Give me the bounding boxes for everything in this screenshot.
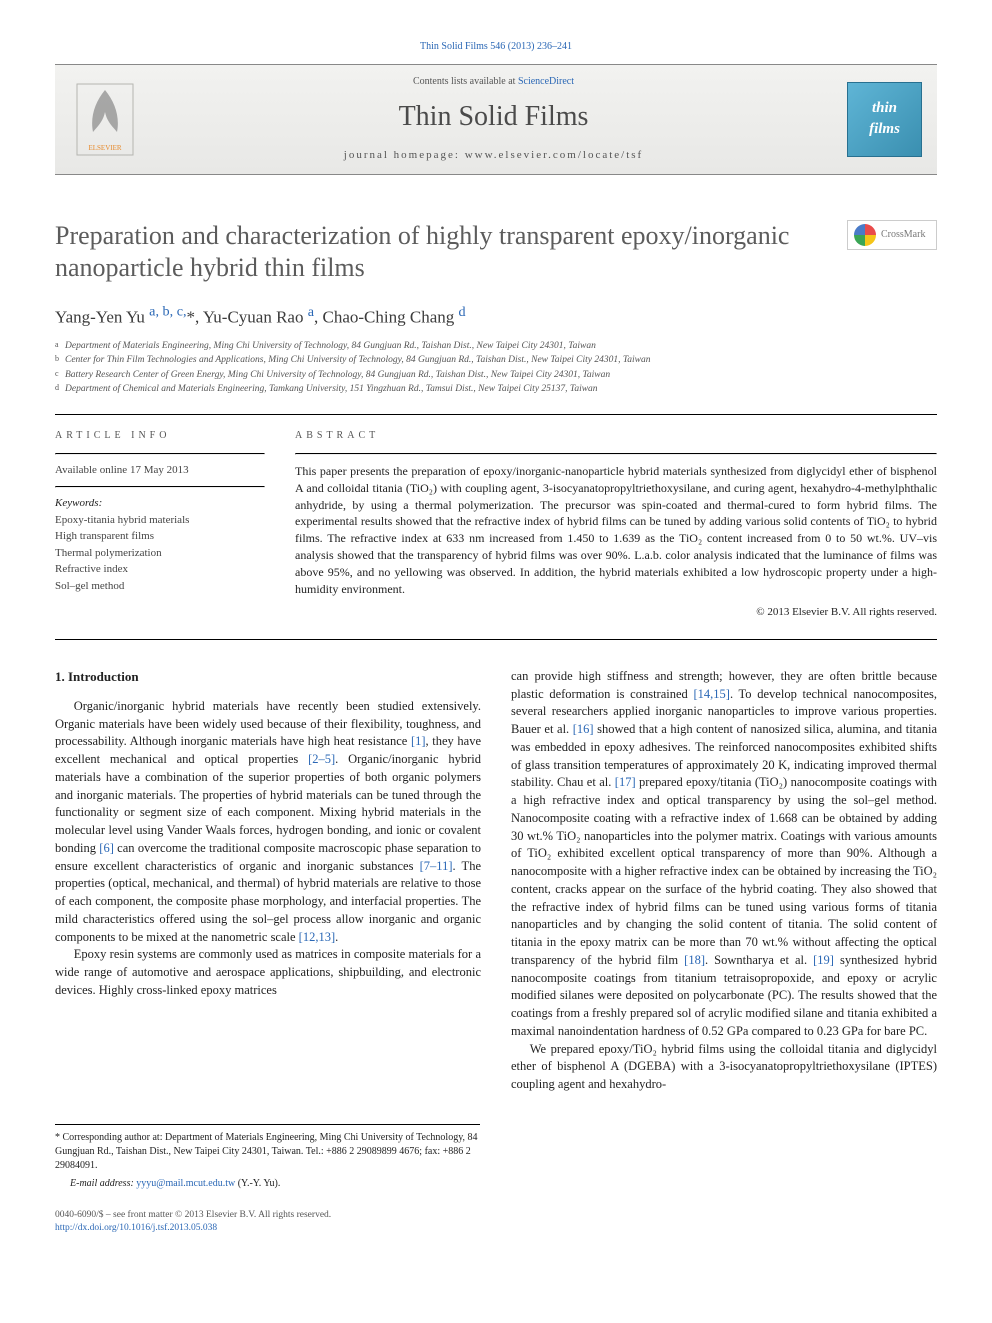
body-paragraph: can provide high stiffness and strength;…	[511, 668, 937, 1041]
authors-line: Yang-Yen Yu a, b, c,*, Yu-Cyuan Rao a, C…	[55, 303, 937, 329]
article-info-column: article info Available online 17 May 201…	[55, 429, 265, 621]
keyword: Refractive index	[55, 561, 265, 578]
corresponding-author-note: * Corresponding author at: Department of…	[55, 1131, 480, 1173]
journal-header: ELSEVIER Contents lists available at Sci…	[55, 64, 937, 175]
keywords-label: Keywords:	[55, 496, 265, 511]
footnotes: * Corresponding author at: Department of…	[55, 1124, 480, 1191]
article-title: Preparation and characterization of high…	[55, 220, 827, 285]
divider	[55, 639, 937, 640]
journal-cover-icon: thin films	[847, 82, 922, 157]
svg-text:ELSEVIER: ELSEVIER	[88, 144, 121, 152]
contents-lists-line: Contents lists available at ScienceDirec…	[140, 75, 847, 89]
abstract-column: abstract This paper presents the prepara…	[295, 429, 937, 621]
right-column: can provide high stiffness and strength;…	[511, 668, 937, 1094]
left-column: 1. Introduction Organic/inorganic hybrid…	[55, 668, 481, 1094]
footer-copyright: 0040-6090/$ – see front matter © 2013 El…	[55, 1209, 937, 1222]
affiliation-row: cBattery Research Center of Green Energy…	[55, 368, 937, 382]
crossmark-icon	[854, 224, 876, 246]
keyword: Epoxy-titania hybrid materials	[55, 512, 265, 529]
sciencedirect-link[interactable]: ScienceDirect	[518, 76, 574, 87]
keywords-list: Epoxy-titania hybrid materialsHigh trans…	[55, 512, 265, 595]
keyword: Sol–gel method	[55, 578, 265, 595]
article-info-header: article info	[55, 429, 265, 443]
body-columns: 1. Introduction Organic/inorganic hybrid…	[55, 668, 937, 1094]
body-paragraph: We prepared epoxy/TiO₂ hybrid films usin…	[511, 1041, 937, 1094]
email-link[interactable]: yyyu@mail.mcut.edu.tw	[136, 1178, 235, 1189]
journal-homepage: journal homepage: www.elsevier.com/locat…	[140, 148, 847, 163]
journal-name: Thin Solid Films	[140, 97, 847, 136]
affiliation-row: dDepartment of Chemical and Materials En…	[55, 382, 937, 396]
crossmark-badge[interactable]: CrossMark	[847, 220, 937, 250]
abstract-copyright: © 2013 Elsevier B.V. All rights reserved…	[295, 605, 937, 620]
section-heading: 1. Introduction	[55, 668, 481, 686]
homepage-url[interactable]: www.elsevier.com/locate/tsf	[465, 149, 644, 161]
affiliations: aDepartment of Materials Engineering, Mi…	[55, 339, 937, 396]
elsevier-logo-icon: ELSEVIER	[70, 79, 140, 159]
top-citation: Thin Solid Films 546 (2013) 236–241	[55, 40, 937, 54]
abstract-header: abstract	[295, 429, 937, 443]
divider	[55, 414, 937, 415]
email-line: E-mail address: yyyu@mail.mcut.edu.tw (Y…	[55, 1177, 480, 1191]
body-paragraph: Epoxy resin systems are commonly used as…	[55, 946, 481, 999]
affiliation-row: bCenter for Thin Film Technologies and A…	[55, 353, 937, 367]
doi-link[interactable]: http://dx.doi.org/10.1016/j.tsf.2013.05.…	[55, 1223, 217, 1233]
affiliation-row: aDepartment of Materials Engineering, Mi…	[55, 339, 937, 353]
body-paragraph: Organic/inorganic hybrid materials have …	[55, 698, 481, 947]
top-citation-link[interactable]: Thin Solid Films 546 (2013) 236–241	[420, 41, 572, 52]
abstract-text: This paper presents the preparation of e…	[295, 463, 937, 597]
available-date: Available online 17 May 2013	[55, 463, 265, 478]
footer: 0040-6090/$ – see front matter © 2013 El…	[55, 1209, 937, 1236]
keyword: High transparent films	[55, 528, 265, 545]
keyword: Thermal polymerization	[55, 545, 265, 562]
